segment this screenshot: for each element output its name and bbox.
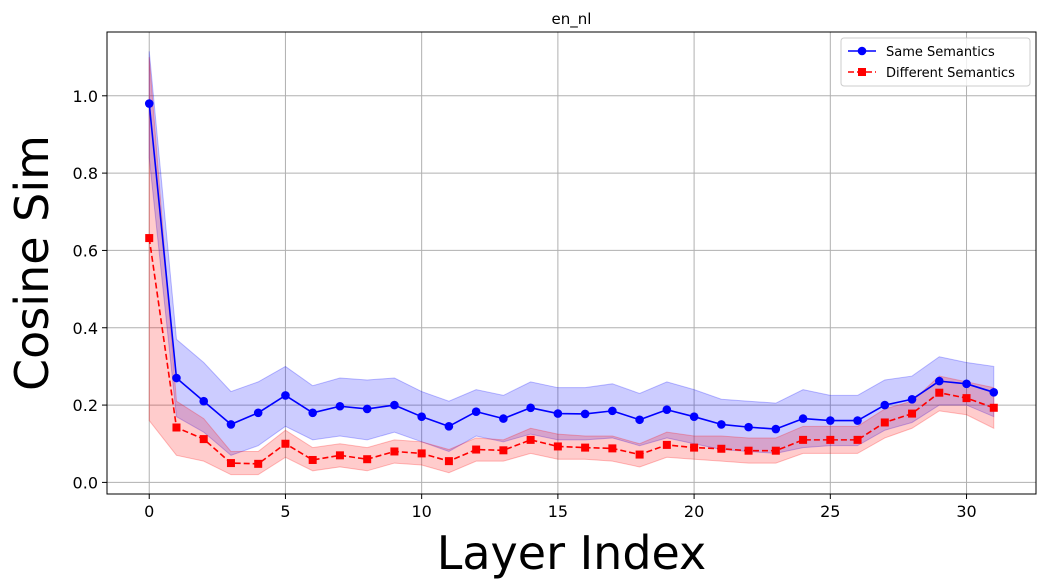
- point-different-semantics: [199, 435, 208, 444]
- band-different-semantics: [148, 57, 995, 476]
- point-different-semantics: [635, 450, 644, 459]
- point-same-semantics: [798, 414, 808, 423]
- point-same-semantics: [335, 401, 345, 411]
- point-same-semantics: [553, 409, 563, 418]
- point-same-semantics: [689, 412, 699, 421]
- point-same-semantics: [199, 396, 209, 406]
- point-different-semantics: [172, 423, 181, 432]
- point-same-semantics: [907, 394, 917, 404]
- point-different-semantics: [690, 443, 699, 452]
- line-same-semantics: [148, 103, 995, 430]
- point-different-semantics: [717, 444, 726, 453]
- point-different-semantics: [363, 455, 372, 464]
- point-different-semantics: [826, 435, 835, 444]
- point-same-semantics: [390, 400, 399, 410]
- point-same-semantics: [662, 405, 672, 415]
- point-different-semantics: [935, 388, 944, 397]
- point-different-semantics: [744, 446, 753, 455]
- point-same-semantics: [417, 412, 426, 421]
- legend: Same Semantics Different Semantics: [840, 37, 1031, 87]
- point-same-semantics: [172, 373, 181, 383]
- grid: [107, 32, 1036, 494]
- axis-ticks: 0 5 10 15 20 25 30 0.0 0.2 0.4 0.6 0.8 1.0: [73, 87, 977, 521]
- legend-marker-same-semantics: [857, 46, 867, 56]
- y-tick-label: 0.0: [73, 473, 98, 492]
- legend-label-same-semantics: Same Semantics: [886, 45, 995, 60]
- point-different-semantics: [472, 445, 481, 454]
- y-axis-label: Cosine Sim: [5, 135, 59, 391]
- x-tick-label: 15: [548, 502, 568, 521]
- legend-label-different-semantics: Different Semantics: [886, 66, 1015, 81]
- point-same-semantics: [989, 388, 999, 397]
- plot-area-frame: [106, 31, 1037, 495]
- point-same-semantics: [608, 406, 617, 416]
- y-tick-label: 0.6: [73, 241, 98, 260]
- point-same-semantics: [226, 420, 236, 429]
- point-different-semantics: [526, 435, 535, 444]
- legend-box: [840, 37, 1031, 87]
- point-different-semantics: [989, 403, 998, 412]
- point-same-semantics: [281, 391, 290, 400]
- series-markers: [144, 99, 999, 468]
- point-same-semantics: [934, 376, 944, 386]
- point-different-semantics: [908, 409, 917, 418]
- point-same-semantics: [471, 407, 481, 416]
- point-different-semantics: [553, 442, 562, 451]
- x-tick-label: 5: [280, 502, 290, 521]
- point-different-semantics: [608, 444, 617, 453]
- x-tick-label: 20: [684, 502, 704, 521]
- point-same-semantics: [635, 415, 644, 425]
- point-same-semantics: [717, 420, 726, 429]
- point-different-semantics: [390, 447, 399, 456]
- y-tick-label: 1.0: [73, 87, 98, 106]
- point-same-semantics: [144, 99, 154, 108]
- x-axis-label: Layer Index: [437, 526, 707, 580]
- point-different-semantics: [799, 435, 808, 444]
- point-different-semantics: [444, 457, 453, 466]
- point-different-semantics: [417, 449, 426, 458]
- point-same-semantics: [308, 408, 317, 418]
- point-different-semantics: [308, 455, 317, 464]
- chart-title: en_nl: [552, 10, 592, 29]
- point-same-semantics: [771, 424, 781, 434]
- point-different-semantics: [581, 443, 590, 452]
- point-different-semantics: [281, 439, 290, 448]
- x-tick-label: 25: [820, 502, 840, 521]
- point-different-semantics: [880, 418, 889, 427]
- x-tick-label: 10: [411, 502, 431, 521]
- point-same-semantics: [853, 416, 862, 425]
- point-same-semantics: [499, 414, 508, 423]
- point-different-semantics: [499, 446, 508, 455]
- point-different-semantics: [853, 435, 862, 444]
- point-different-semantics: [145, 234, 154, 243]
- series-lines: [148, 103, 995, 465]
- point-different-semantics: [662, 440, 671, 449]
- point-different-semantics: [254, 459, 263, 468]
- y-tick-label: 0.4: [73, 319, 98, 338]
- point-different-semantics: [335, 451, 344, 460]
- point-same-semantics: [826, 416, 835, 425]
- point-different-semantics: [962, 394, 971, 403]
- x-tick-label: 30: [956, 502, 976, 521]
- x-tick-label: 0: [144, 502, 154, 521]
- point-different-semantics: [226, 459, 235, 468]
- point-same-semantics: [580, 409, 590, 419]
- point-same-semantics: [744, 422, 753, 432]
- legend-marker-different-semantics: [858, 68, 866, 76]
- point-same-semantics: [526, 403, 535, 413]
- point-different-semantics: [771, 446, 780, 455]
- y-tick-label: 0.2: [73, 396, 98, 415]
- point-same-semantics: [444, 422, 454, 431]
- y-tick-label: 0.8: [73, 164, 98, 183]
- point-same-semantics: [880, 400, 890, 410]
- point-same-semantics: [253, 408, 263, 418]
- point-same-semantics: [362, 404, 372, 414]
- point-same-semantics: [962, 379, 971, 389]
- line-different-semantics: [148, 237, 995, 465]
